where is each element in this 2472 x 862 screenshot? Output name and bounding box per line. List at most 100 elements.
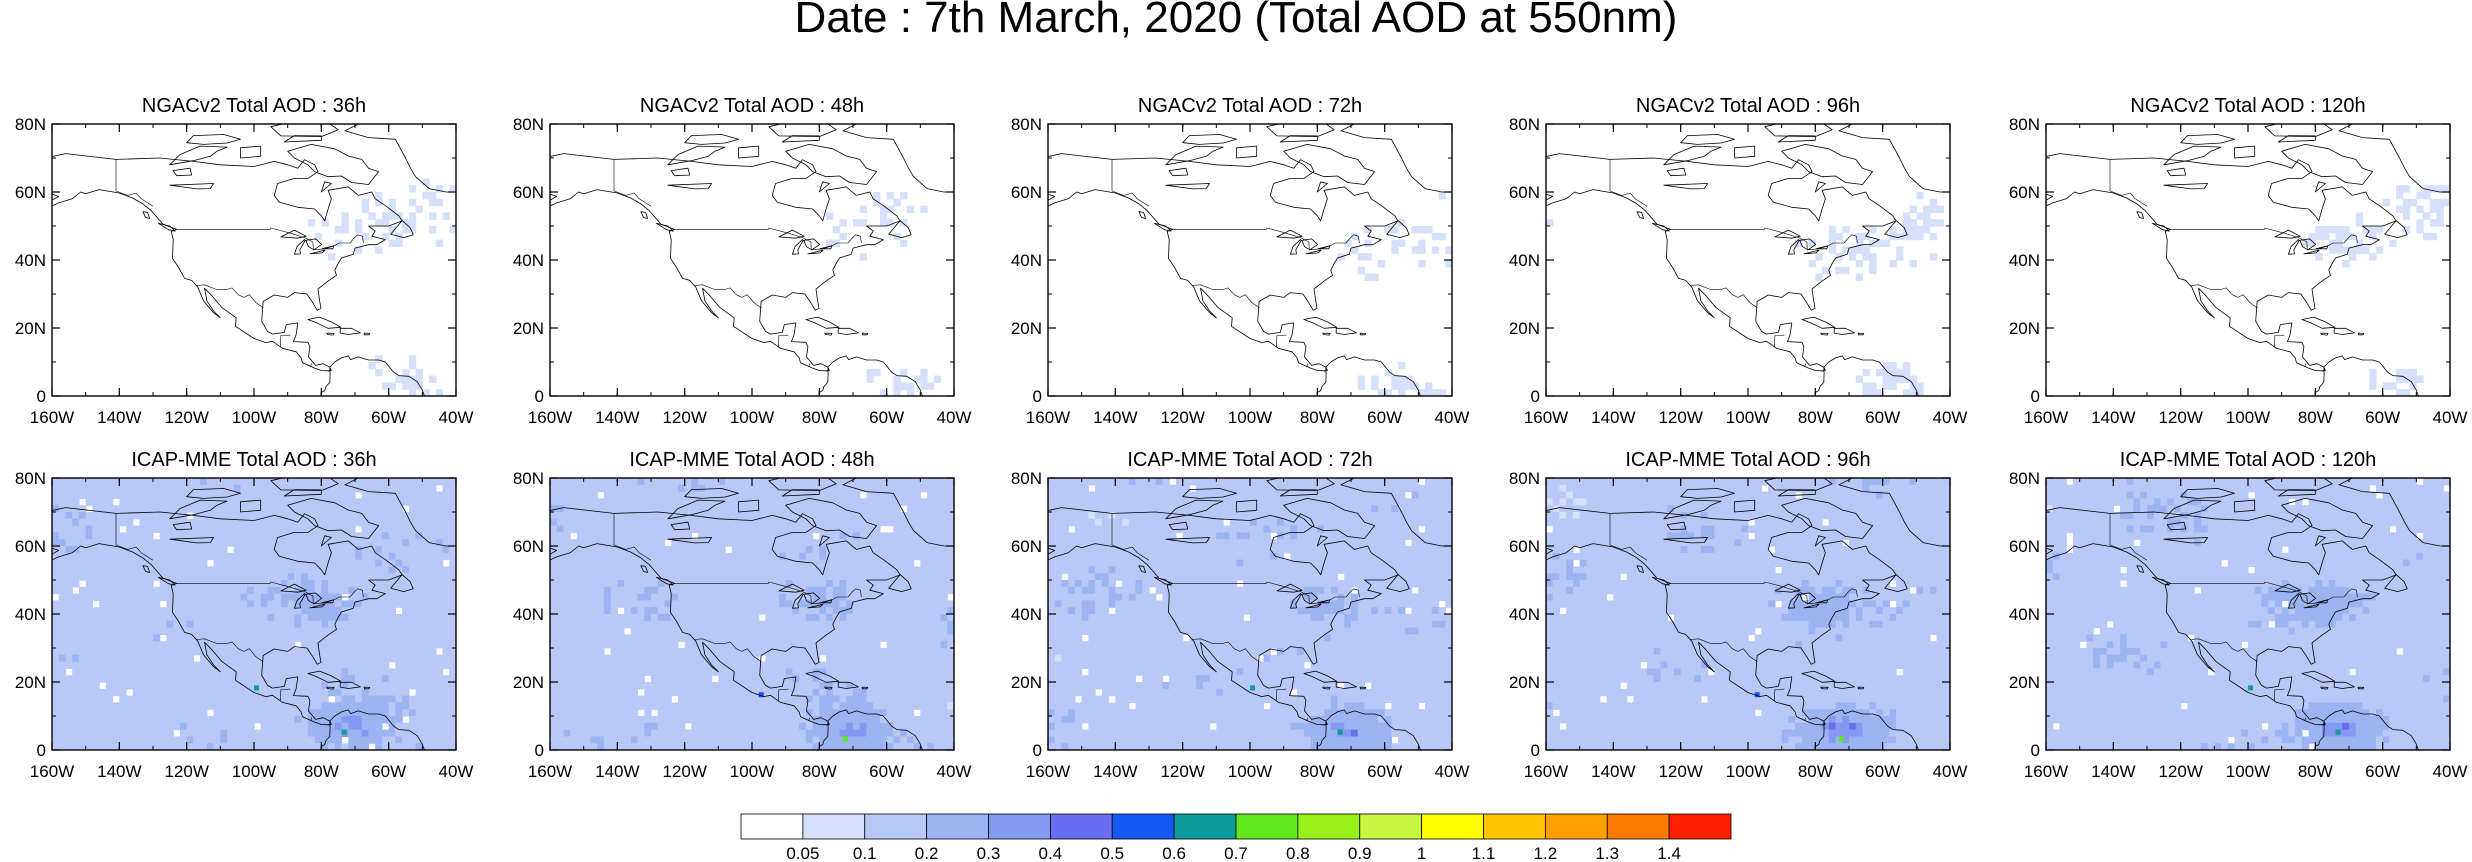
- map-panel: NGACv2 Total AOD : 72h 0 20N 40N 60N 80N 160W 1…: [1011, 95, 1470, 427]
- lat-tick-label: 80N: [513, 115, 544, 134]
- map-panel: NGACv2 Total AOD : 96h 0 20N 40N 60N 80N 160W 1…: [1509, 95, 1968, 427]
- lat-tick-label: 60N: [1509, 183, 1540, 202]
- lon-tick-label: 140W: [595, 408, 639, 427]
- panel-title: NGACv2 Total AOD : 96h: [1636, 95, 1860, 117]
- lon-tick-label: 120W: [662, 762, 706, 781]
- aod-field: [550, 124, 954, 396]
- lat-tick-label: 0: [535, 741, 544, 760]
- lat-tick-label: 0: [1531, 387, 1540, 406]
- lat-tick-label: 80N: [1509, 469, 1540, 488]
- lon-tick-label: 60W: [1865, 408, 1900, 427]
- lat-tick-label: 20N: [1011, 673, 1042, 692]
- colorbar-label: 0.9: [1348, 844, 1372, 862]
- colorbar: 0.05 0.1 0.2 0.3 0.4 0.5 0.6 0.7 0.8 0.9 1 1.1 1.2 1.…: [740, 813, 1732, 862]
- lon-tick-label: 140W: [595, 762, 639, 781]
- lat-tick-label: 60N: [2009, 183, 2040, 202]
- lon-tick-label: 160W: [1524, 408, 1568, 427]
- colorbar-swatch: [802, 813, 866, 840]
- lon-tick-label: 120W: [662, 408, 706, 427]
- lat-tick-label: 60N: [1011, 183, 1042, 202]
- panel-title: NGACv2 Total AOD : 72h: [1138, 95, 1362, 117]
- coastlines: [1546, 124, 1950, 396]
- lat-tick-label: 60N: [513, 183, 544, 202]
- lat-tick-label: 40N: [1011, 605, 1042, 624]
- lon-tick-label: 80W: [2298, 408, 2333, 427]
- lat-tick-label: 20N: [513, 673, 544, 692]
- colorbar-label: 1: [1417, 844, 1426, 862]
- lat-tick-label: 80N: [2009, 469, 2040, 488]
- panel-title: ICAP-MME Total AOD : 48h: [629, 449, 874, 471]
- lat-tick-label: 40N: [1509, 605, 1540, 624]
- lon-tick-label: 60W: [371, 408, 406, 427]
- lon-tick-label: 60W: [2365, 408, 2400, 427]
- lon-tick-label: 80W: [304, 408, 339, 427]
- lat-tick-label: 20N: [15, 673, 46, 692]
- lat-tick-label: 0: [1033, 387, 1042, 406]
- coastlines: [1048, 124, 1452, 396]
- coastlines: [2046, 478, 2450, 750]
- lat-tick-label: 40N: [15, 605, 46, 624]
- colorbar-label: 0.8: [1286, 844, 1310, 862]
- lon-tick-label: 140W: [2091, 762, 2135, 781]
- lon-tick-label: 160W: [1524, 762, 1568, 781]
- lon-tick-label: 120W: [2158, 762, 2202, 781]
- aod-field: [52, 478, 456, 750]
- lon-tick-label: 40W: [439, 408, 474, 427]
- colorbar-label: 0.2: [915, 844, 939, 862]
- lon-tick-label: 80W: [1300, 408, 1335, 427]
- lon-tick-label: 40W: [439, 762, 474, 781]
- lon-tick-label: 80W: [1798, 762, 1833, 781]
- lat-tick-label: 0: [37, 741, 46, 760]
- lat-tick-label: 40N: [1509, 251, 1540, 270]
- lon-tick-label: 100W: [1726, 762, 1770, 781]
- lat-tick-label: 0: [2031, 741, 2040, 760]
- coastlines: [52, 478, 456, 750]
- lon-tick-label: 100W: [730, 408, 774, 427]
- aod-field: [2046, 478, 2450, 750]
- lon-tick-label: 140W: [97, 762, 141, 781]
- colorbar-swatch: [1049, 813, 1113, 840]
- aod-field: [1546, 124, 1950, 396]
- lat-tick-label: 0: [1033, 741, 1042, 760]
- colorbar-swatch: [1111, 813, 1175, 840]
- lat-tick-label: 60N: [15, 183, 46, 202]
- colorbar-label: 0.1: [853, 844, 877, 862]
- colorbar-swatch: [1544, 813, 1608, 840]
- panel-title: ICAP-MME Total AOD : 72h: [1127, 449, 1372, 471]
- map-panel: ICAP-MME Total AOD : 120h 0 20N 40N 60N 80N 16…: [2009, 449, 2468, 781]
- lon-tick-label: 120W: [164, 408, 208, 427]
- lon-tick-label: 100W: [1228, 408, 1272, 427]
- colorbar-swatch: [864, 813, 928, 840]
- lat-tick-label: 20N: [1509, 319, 1540, 338]
- lat-tick-label: 40N: [513, 251, 544, 270]
- lat-tick-label: 0: [37, 387, 46, 406]
- lon-tick-label: 60W: [1367, 762, 1402, 781]
- lon-tick-label: 120W: [1160, 762, 1204, 781]
- colorbar-label: 0.05: [786, 844, 819, 862]
- lon-tick-label: 140W: [1591, 408, 1635, 427]
- colorbar-label: 0.6: [1162, 844, 1186, 862]
- map-panel: NGACv2 Total AOD : 48h 0 20N 40N 60N 80N 160W 1…: [513, 95, 972, 427]
- colorbar-swatch: [1483, 813, 1546, 840]
- lon-tick-label: 40W: [1933, 762, 1968, 781]
- lat-tick-label: 20N: [2009, 673, 2040, 692]
- lon-tick-label: 80W: [304, 762, 339, 781]
- aod-field: [2046, 124, 2450, 396]
- aod-field: [1048, 478, 1452, 750]
- lat-tick-label: 80N: [1011, 469, 1042, 488]
- lon-tick-label: 80W: [1300, 762, 1335, 781]
- map-panel: ICAP-MME Total AOD : 96h 0 20N 40N 60N 80N 160…: [1509, 449, 1968, 781]
- colorbar-swatch: [988, 813, 1051, 840]
- lat-tick-label: 80N: [1509, 115, 1540, 134]
- lat-tick-label: 40N: [15, 251, 46, 270]
- coastlines: [550, 478, 954, 750]
- map-panels: NGACv2 Total AOD : 36h 0 20N 40N 60N 80N 160W 1…: [15, 95, 2468, 781]
- aod-field: [52, 124, 456, 396]
- panel-title: ICAP-MME Total AOD : 36h: [131, 449, 376, 471]
- lon-tick-label: 160W: [528, 408, 572, 427]
- lon-tick-label: 60W: [2365, 762, 2400, 781]
- map-panel: ICAP-MME Total AOD : 72h 0 20N 40N 60N 80N 160…: [1011, 449, 1470, 781]
- lat-tick-label: 20N: [513, 319, 544, 338]
- lat-tick-label: 60N: [2009, 537, 2040, 556]
- colorbar-label: 0.7: [1224, 844, 1248, 862]
